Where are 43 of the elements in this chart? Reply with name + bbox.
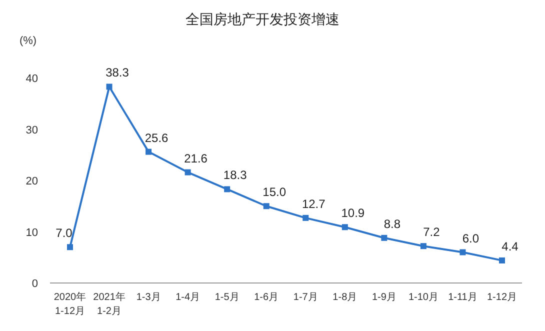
y-tick-label: 40: [26, 73, 38, 85]
y-tick-label: 30: [26, 124, 38, 136]
x-tick-label: 1-8月: [332, 292, 358, 303]
x-tick-label: 1-12月: [486, 292, 518, 303]
y-axis-title: (%): [19, 35, 37, 47]
point: [460, 249, 466, 256]
data-label: 6.0: [462, 231, 480, 246]
point: [184, 169, 191, 176]
x-tick-label: 1-6月: [254, 292, 279, 303]
x-tick-label: 2021年 1-2月: [93, 291, 126, 317]
point: [146, 148, 152, 155]
data-label: 10.9: [341, 206, 365, 220]
x-tick-label: 1-10月: [408, 292, 438, 303]
point: [342, 224, 348, 230]
x-tick-label: 1-9月: [372, 292, 396, 303]
data-label: 8.8: [384, 216, 401, 231]
x-tick-label: 1-5月: [214, 292, 240, 303]
point: [381, 234, 388, 241]
point: [263, 203, 270, 210]
data-label: 38.3: [106, 66, 130, 80]
data-label: 7.0: [56, 226, 73, 240]
data-label: 15.0: [262, 185, 286, 200]
x-tick-label: 2020年 1-12月: [54, 291, 86, 317]
point: [302, 214, 309, 221]
data-label: 21.6: [184, 151, 208, 166]
data-label: 4.4: [502, 239, 519, 254]
x-tick-label: 1-7月: [293, 292, 318, 303]
point: [420, 243, 426, 250]
data-label: 18.3: [223, 168, 248, 182]
y-tick-label: 0: [32, 278, 38, 290]
chart-title: 全国房地产开发投资增速: [186, 11, 340, 27]
y-tick-label: 20: [26, 176, 38, 188]
point: [224, 186, 230, 192]
point: [106, 84, 112, 90]
data-label: 7.2: [423, 225, 440, 240]
x-tick-label: 1-3月: [136, 292, 161, 303]
data-label: 25.6: [144, 130, 169, 145]
data-label: 12.7: [302, 196, 326, 211]
y-tick-label: 10: [26, 226, 38, 239]
x-tick-label: 1-11月: [448, 292, 478, 303]
point: [499, 257, 505, 264]
point: [67, 244, 73, 250]
x-tick-label: 1-4月: [176, 292, 200, 303]
